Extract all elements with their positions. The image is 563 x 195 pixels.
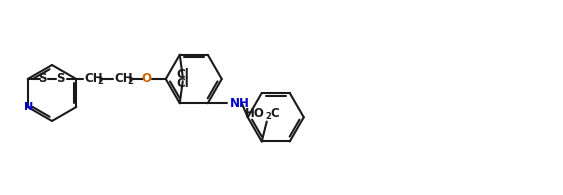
Text: N: N — [24, 102, 33, 112]
Text: NH: NH — [230, 97, 249, 110]
Text: CH: CH — [85, 73, 104, 85]
Text: S: S — [38, 73, 47, 85]
Text: C: C — [271, 107, 279, 120]
Text: 2: 2 — [266, 112, 271, 121]
Text: HO: HO — [245, 107, 265, 120]
Text: CH: CH — [115, 73, 133, 85]
Text: O: O — [142, 73, 152, 85]
Text: Cl: Cl — [176, 77, 189, 90]
Text: Cl: Cl — [176, 68, 189, 81]
Text: 2: 2 — [128, 77, 133, 87]
Text: 2: 2 — [98, 77, 104, 87]
Text: S: S — [56, 73, 65, 85]
